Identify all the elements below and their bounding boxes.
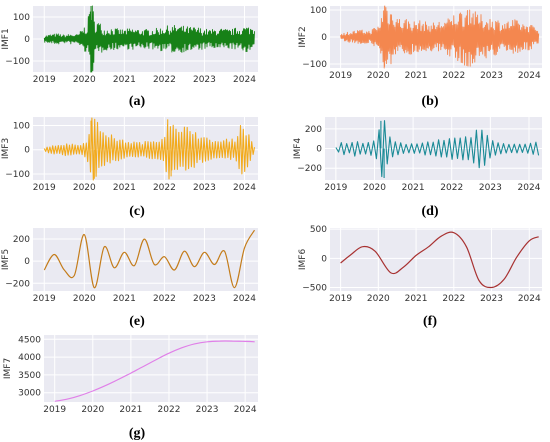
y-tick-label: 0 bbox=[321, 254, 327, 264]
axes-background bbox=[330, 228, 542, 291]
x-tick-label: 2020 bbox=[367, 294, 390, 304]
x-tick-label: 2021 bbox=[402, 183, 425, 193]
y-tick-label: 100 bbox=[310, 6, 327, 16]
y-tick-label: 3500 bbox=[18, 371, 41, 381]
y-tick-label: −100 bbox=[5, 57, 30, 67]
x-tick-label: 2024 bbox=[234, 405, 257, 415]
x-tick-label: 2022 bbox=[153, 183, 176, 193]
y-tick-label: 200 bbox=[13, 235, 30, 245]
x-tick-label: 2023 bbox=[480, 294, 503, 304]
y-tick-label: −200 bbox=[297, 164, 322, 174]
series-line-imf1 bbox=[43, 5, 255, 73]
x-tick-label: 2023 bbox=[480, 71, 503, 81]
y-tick-label: −100 bbox=[302, 60, 327, 70]
y-axis-label: IMF6 bbox=[298, 249, 308, 271]
panel-c: 2019 2020 2021 2022 2023 2024 100 0 −100 IMF3 (c) bbox=[1, 117, 258, 219]
x-tick-label: 2021 bbox=[113, 183, 136, 193]
panel-caption: (a) bbox=[129, 94, 146, 109]
panel-caption: (e) bbox=[129, 314, 145, 329]
y-axis-label: IMF4 bbox=[293, 138, 303, 160]
x-tick-label: 2021 bbox=[119, 405, 142, 415]
x-tick-label: 2024 bbox=[518, 183, 541, 193]
x-tick-label: 2024 bbox=[518, 71, 541, 81]
axes-background bbox=[33, 228, 258, 291]
x-tick-label: 2023 bbox=[193, 294, 216, 304]
y-tick-label: 4500 bbox=[18, 335, 41, 345]
y-axis-label: IMF7 bbox=[3, 358, 13, 379]
y-tick-label: 0 bbox=[316, 145, 322, 155]
y-tick-label: 4000 bbox=[18, 353, 41, 363]
y-tick-label: 3000 bbox=[18, 389, 41, 399]
x-tick-label: 2021 bbox=[113, 75, 136, 85]
x-tick-label: 2020 bbox=[81, 405, 104, 415]
y-axis-label: IMF1 bbox=[1, 28, 11, 49]
x-tick-label: 2022 bbox=[442, 294, 465, 304]
x-tick-label: 2019 bbox=[33, 183, 56, 193]
x-tick-label: 2019 bbox=[329, 71, 352, 81]
x-tick-label: 2022 bbox=[442, 71, 465, 81]
y-tick-label: 200 bbox=[305, 125, 322, 135]
x-tick-label: 2019 bbox=[33, 294, 56, 304]
x-tick-label: 2020 bbox=[367, 71, 390, 81]
series-line-imf5 bbox=[43, 229, 256, 289]
y-tick-label: 100 bbox=[13, 121, 30, 131]
x-tick-label: 2023 bbox=[196, 405, 219, 415]
x-tick-label: 2021 bbox=[405, 294, 428, 304]
series-line-imf3 bbox=[43, 117, 256, 181]
y-axis-label: IMF3 bbox=[1, 138, 11, 159]
x-tick-label: 2020 bbox=[363, 183, 386, 193]
x-tick-label: 2022 bbox=[153, 294, 176, 304]
y-tick-label: 0 bbox=[24, 146, 30, 156]
y-axis-label: IMF2 bbox=[298, 26, 308, 47]
x-tick-label: 2021 bbox=[405, 71, 428, 81]
y-tick-label: 0 bbox=[24, 35, 30, 45]
x-tick-label: 2020 bbox=[73, 75, 96, 85]
panel-e: 2019 2020 2021 2022 2023 2024 200 0 −200 IMF5 (e) bbox=[1, 228, 258, 329]
y-tick-label: −500 bbox=[302, 284, 327, 294]
y-tick-label: 0 bbox=[321, 33, 327, 43]
x-tick-label: 2020 bbox=[73, 183, 96, 193]
y-tick-label: 500 bbox=[310, 225, 327, 235]
series-line-imf4 bbox=[335, 120, 540, 178]
axes-background bbox=[44, 335, 258, 402]
y-axis-label: IMF5 bbox=[1, 249, 11, 270]
x-tick-label: 2023 bbox=[193, 183, 216, 193]
x-tick-label: 2022 bbox=[158, 405, 181, 415]
x-tick-label: 2024 bbox=[233, 183, 256, 193]
x-tick-label: 2019 bbox=[329, 294, 352, 304]
panel-caption: (c) bbox=[129, 204, 145, 219]
y-tick-label: −200 bbox=[5, 279, 30, 289]
x-tick-label: 2023 bbox=[479, 183, 502, 193]
panel-caption: (g) bbox=[129, 426, 146, 441]
panel-d: 2019 2020 2021 2022 2023 2024 200 0 −200 IMF4 (d) bbox=[293, 117, 542, 219]
x-tick-label: 2022 bbox=[440, 183, 463, 193]
series-line-imf2 bbox=[340, 5, 540, 69]
x-tick-label: 2019 bbox=[43, 405, 66, 415]
panel-caption: (d) bbox=[421, 204, 438, 219]
x-tick-label: 2019 bbox=[324, 183, 347, 193]
panel-g: 2019 2020 2021 2022 2023 2024 4500 4000 3500 3000… bbox=[3, 335, 258, 441]
series-line-imf6 bbox=[340, 231, 539, 289]
panel-f: 2019 2020 2021 2022 2023 2024 500 0 −500 IMF6 (f) bbox=[298, 225, 542, 329]
panel-caption: (b) bbox=[421, 94, 438, 109]
y-tick-label: −100 bbox=[5, 170, 30, 180]
y-tick-label: 100 bbox=[13, 13, 30, 23]
x-tick-label: 2024 bbox=[233, 294, 256, 304]
x-tick-label: 2023 bbox=[193, 75, 216, 85]
x-tick-label: 2019 bbox=[33, 75, 56, 85]
panel-a: 2019 2020 2021 2022 2023 2024 100 0 −100 IMF1 (a) bbox=[1, 5, 258, 109]
series-line-imf7 bbox=[54, 340, 255, 402]
x-tick-label: 2022 bbox=[153, 75, 176, 85]
y-tick-label: 0 bbox=[24, 257, 30, 267]
panel-b: 2019 2020 2021 2022 2023 2024 100 0 −100 IMF2 (b) bbox=[298, 5, 542, 109]
x-tick-label: 2020 bbox=[73, 294, 96, 304]
x-tick-label: 2021 bbox=[113, 294, 136, 304]
x-tick-label: 2024 bbox=[518, 294, 541, 304]
x-tick-label: 2024 bbox=[233, 75, 256, 85]
panel-caption: (f) bbox=[423, 314, 437, 329]
